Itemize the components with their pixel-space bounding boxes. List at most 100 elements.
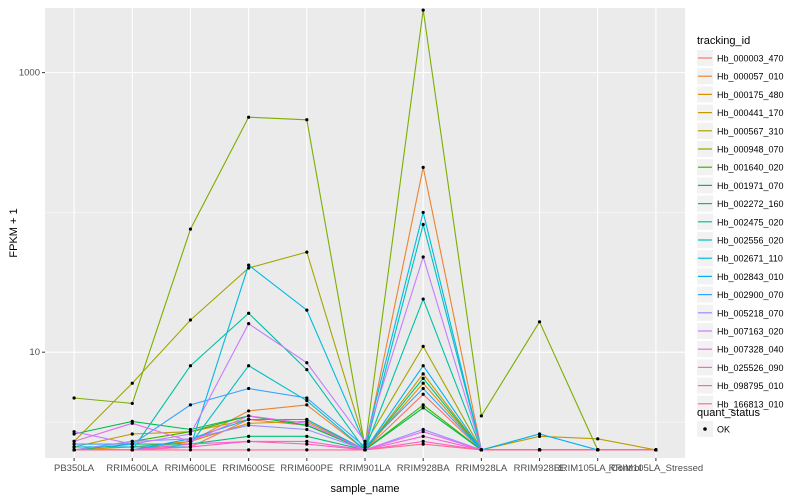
data-point xyxy=(247,322,251,326)
data-point xyxy=(479,448,483,452)
data-point xyxy=(247,311,251,315)
data-point xyxy=(596,437,600,441)
data-point xyxy=(247,266,251,270)
data-point xyxy=(421,434,425,438)
major-gridlines xyxy=(45,8,685,458)
data-point xyxy=(421,392,425,396)
legend-label: Hb_000948_070 xyxy=(717,145,784,155)
data-point xyxy=(188,445,193,449)
data-point xyxy=(421,381,425,385)
data-point xyxy=(130,448,134,452)
x-tick-label: RRIM600PE xyxy=(280,463,333,474)
y-axis-title: FPKM + 1 xyxy=(8,208,20,257)
data-point xyxy=(247,414,251,418)
data-point xyxy=(479,414,483,418)
data-point xyxy=(188,427,193,432)
data-point xyxy=(305,118,309,122)
legend-label: Hb_000567_310 xyxy=(717,126,784,136)
data-point xyxy=(130,439,134,444)
data-point xyxy=(130,421,134,425)
data-point xyxy=(421,222,425,227)
data-point xyxy=(421,376,425,380)
data-point xyxy=(247,417,251,422)
data-point xyxy=(188,318,193,322)
legend-label: Hb_005218_070 xyxy=(717,308,784,318)
x-tick-label: RRIM928LE xyxy=(514,463,566,474)
data-point xyxy=(305,442,309,446)
legend-label: Hb_000175_480 xyxy=(717,90,784,100)
data-point xyxy=(130,445,134,449)
legend-label: Hb_002843_010 xyxy=(717,272,784,282)
x-tick-label: RRIM928BA xyxy=(397,463,450,474)
y-tick-label: 10 xyxy=(29,347,40,358)
data-point xyxy=(130,442,134,446)
data-point xyxy=(421,364,425,368)
data-point xyxy=(421,386,425,391)
data-point xyxy=(188,439,193,444)
legend-label: Hb_002556_020 xyxy=(717,236,784,246)
data-point xyxy=(247,386,251,391)
data-point xyxy=(72,439,76,444)
data-point xyxy=(421,297,425,301)
legend-title: tracking_id xyxy=(697,35,750,47)
data-point xyxy=(305,308,309,312)
data-point xyxy=(537,434,542,438)
x-tick-label: RRIM600SE xyxy=(222,463,275,474)
data-point xyxy=(363,448,367,452)
legend-shape-key-point xyxy=(703,427,707,431)
data-point xyxy=(72,432,76,436)
data-point xyxy=(421,165,425,169)
data-point xyxy=(188,364,193,368)
data-point xyxy=(421,427,425,432)
legend-label: Hb_007328_040 xyxy=(717,345,784,355)
data-point xyxy=(72,448,76,452)
x-tick-label: RRIM600LA xyxy=(106,463,158,474)
legend-shape-items: OK xyxy=(697,421,730,437)
data-points xyxy=(72,8,658,452)
legend-label: Hb_166813_010 xyxy=(717,399,784,409)
data-point xyxy=(305,427,309,432)
data-point xyxy=(247,115,251,119)
data-point xyxy=(188,432,193,436)
data-point xyxy=(305,403,309,407)
legend-items: Hb_000003_470 Hb_000057_010 Hb_000175_480 H… xyxy=(697,50,784,412)
data-point xyxy=(305,421,309,425)
data-point xyxy=(72,396,76,400)
x-tick-label: RRIM901LA xyxy=(339,463,391,474)
data-point xyxy=(305,417,309,422)
legend-label: Hb_000441_170 xyxy=(717,108,784,118)
data-point xyxy=(72,445,76,449)
x-tick-label: RRIM105LA_Stressed xyxy=(609,463,704,474)
data-point xyxy=(247,364,251,368)
data-point xyxy=(305,399,309,403)
x-tick-label: RRIM105LA_Control xyxy=(554,463,642,474)
data-point xyxy=(305,434,309,438)
data-point xyxy=(247,423,251,427)
data-point xyxy=(654,448,658,452)
data-point xyxy=(188,442,193,446)
data-point xyxy=(305,439,309,444)
data-point xyxy=(247,263,251,267)
data-point xyxy=(421,210,425,215)
data-point xyxy=(247,434,251,438)
legend-label: Hb_000003_470 xyxy=(717,54,784,64)
data-point xyxy=(305,361,309,365)
data-point xyxy=(247,448,251,452)
data-point xyxy=(537,448,542,452)
legend-label: Hb_002272_160 xyxy=(717,199,784,209)
data-point xyxy=(188,437,193,441)
data-point xyxy=(421,430,425,434)
data-point xyxy=(421,372,425,376)
data-point xyxy=(421,8,425,12)
legend-label: Hb_002671_110 xyxy=(717,254,783,264)
x-axis-ticks: PB350LA RRIM600LA RRIM600LE RRIM600SE RRIM60… xyxy=(54,458,703,474)
data-point xyxy=(72,442,76,446)
data-point xyxy=(130,401,134,406)
data-point xyxy=(421,403,425,407)
x-tick-label: RRIM928LA xyxy=(455,463,507,474)
legend-label: Hb_000057_010 xyxy=(717,72,784,82)
data-point xyxy=(130,432,134,436)
data-point xyxy=(247,439,251,444)
data-point xyxy=(305,396,309,400)
